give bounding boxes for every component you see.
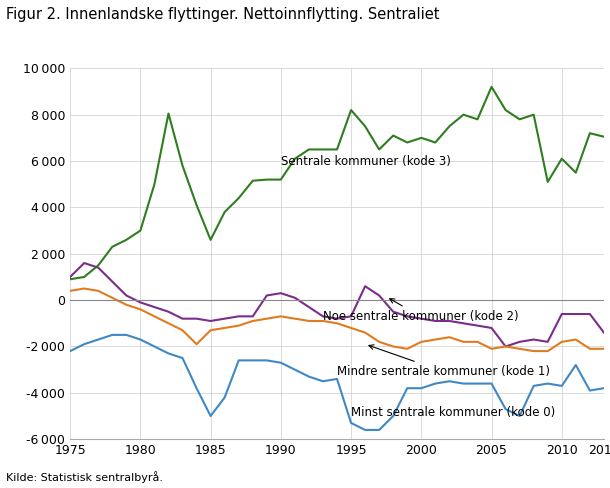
Text: Minst sentrale kommuner (kode 0): Minst sentrale kommuner (kode 0) (351, 406, 555, 419)
Text: Sentrale kommuner (kode 3): Sentrale kommuner (kode 3) (281, 155, 451, 168)
Text: Noe sentrale kommuner (kode 2): Noe sentrale kommuner (kode 2) (323, 299, 518, 323)
Text: Mindre sentrale kommuner (kode 1): Mindre sentrale kommuner (kode 1) (337, 345, 550, 378)
Text: Kilde: Statistisk sentralbyrå.: Kilde: Statistisk sentralbyrå. (6, 471, 163, 483)
Text: Figur 2. Innenlandske flyttinger. Nettoinnflytting. Sentraliet: Figur 2. Innenlandske flyttinger. Nettoi… (6, 7, 440, 22)
